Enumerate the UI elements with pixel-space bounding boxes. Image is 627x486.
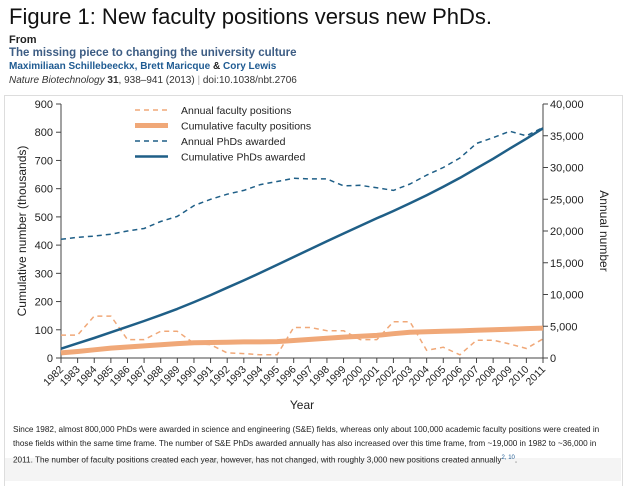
legend-label: Annual faculty positions [181,105,291,117]
left-tick-label: 500 [35,212,53,224]
right-tick-label: 10,000 [550,290,584,302]
series-cumulative-phds-awarded [60,127,544,350]
author-separator: & [212,61,221,72]
right-tick-label: 15,000 [550,258,584,270]
doi: doi:10.1038/nbt.2706 [202,75,297,86]
figure-box [4,95,623,486]
left-axis-label: Cumulative number (thousands) [15,146,29,317]
authors: Maximiliaan Schillebeeckx, Brett Maricqu… [9,61,276,72]
figure-caption: Since 1982, almost 800,000 PhDs were awa… [13,423,613,468]
right-tick-label: 30,000 [550,163,584,175]
left-tick-label: 700 [35,155,53,167]
left-tick-label: 600 [35,184,53,196]
x-tick-label: 2011 [524,364,549,389]
author-link[interactable]: Brett Maricque [140,61,211,72]
legend-label: Cumulative faculty positions [181,121,311,133]
right-tick-label: 0 [550,353,556,365]
left-tick-label: 0 [47,353,53,365]
series-annual-faculty-positions [61,315,544,356]
series-annual-phds-awarded [60,126,544,241]
from-label: From [9,34,37,46]
caption-end: . [514,455,518,465]
right-tick-label: 5,000 [550,321,578,333]
volume: 31 [107,75,119,86]
left-tick-label: 400 [35,240,53,252]
left-tick-label: 900 [35,99,53,111]
left-tick-label: 100 [35,325,53,337]
left-tick-label: 200 [35,297,53,309]
right-tick-label: 35,000 [550,131,584,143]
left-tick-label: 300 [35,268,53,280]
caption-refs[interactable]: 2, 10 [501,455,515,461]
right-tick-label: 40,000 [550,99,584,111]
journal-name: Nature Biotechnology [9,75,105,86]
left-tick-label: 800 [35,127,53,139]
figure-title: Figure 1: New faculty positions versus n… [9,4,492,29]
series-cumulative-faculty-positions [60,325,544,356]
legend-label: Cumulative PhDs awarded [181,152,305,164]
figure-footer-band [5,458,621,481]
pages: , 938–941 (2013) [118,75,195,86]
article-title-link[interactable]: The missing piece to changing the univer… [9,47,297,59]
right-axis-label: Annual number [597,190,611,271]
right-tick-label: 25,000 [550,194,584,206]
citation: Nature Biotechnology 31, 938–941 (2013) … [9,75,297,86]
author-link[interactable]: Cory Lewis [223,61,277,72]
caption-text: Since 1982, almost 800,000 PhDs were awa… [13,425,600,465]
legend-label: Annual PhDs awarded [181,136,286,148]
right-tick-label: 20,000 [550,226,584,238]
author-link[interactable]: Maximiliaan Schillebeeckx, [9,61,138,72]
x-axis-label: Year [290,398,314,412]
